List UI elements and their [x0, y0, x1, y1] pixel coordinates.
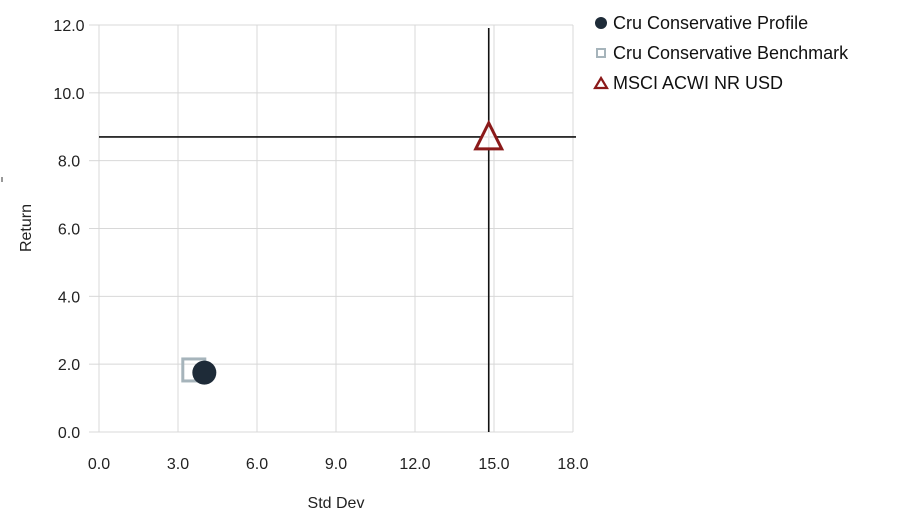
y-tick-label: 6.0	[58, 222, 80, 239]
y-axis-title: Return	[18, 204, 35, 252]
x-tick-label: 3.0	[167, 456, 189, 473]
data-points	[181, 119, 505, 385]
point-cru-conservative-profile	[192, 360, 217, 385]
y-tick-label: 12.0	[53, 18, 84, 35]
x-axis-title: Std Dev	[308, 495, 365, 512]
y-tick-label: 10.0	[53, 86, 84, 103]
tick-labels: 0.0 3.0 6.0 9.0 12.0 15.0 18.0 0.0 2.0 4.0 6.0 8.0 1…	[53, 18, 588, 473]
legend-label: Cru Conservative Profile	[613, 12, 809, 33]
triangle-marker-icon	[592, 74, 610, 92]
x-tick-label: 9.0	[325, 456, 347, 473]
legend-item-msci: MSCI ACWI NR USD	[592, 68, 848, 98]
reference-lines	[99, 28, 576, 432]
point-msci-acwi-nr-usd	[473, 119, 505, 151]
y-tick-label: 4.0	[58, 289, 80, 306]
y-tick-label: 8.0	[58, 154, 80, 171]
square-marker-icon	[592, 44, 610, 62]
circle-marker-icon	[592, 14, 610, 32]
legend-item-profile: Cru Conservative Profile	[592, 8, 848, 38]
legend: Cru Conservative Profile Cru Conservativ…	[592, 8, 848, 98]
x-tick-label: 15.0	[478, 456, 509, 473]
x-tick-label: 12.0	[399, 456, 430, 473]
legend-label: MSCI ACWI NR USD	[613, 72, 784, 93]
y-tick-label: 2.0	[58, 357, 80, 374]
legend-label: Cru Conservative Benchmark	[613, 42, 849, 63]
grid-lines	[89, 24, 574, 433]
x-tick-label: 18.0	[557, 456, 588, 473]
x-tick-label: 0.0	[88, 456, 110, 473]
x-tick-label: 6.0	[246, 456, 268, 473]
y-tick-label: 0.0	[58, 425, 80, 442]
legend-item-benchmark: Cru Conservative Benchmark	[592, 38, 848, 68]
